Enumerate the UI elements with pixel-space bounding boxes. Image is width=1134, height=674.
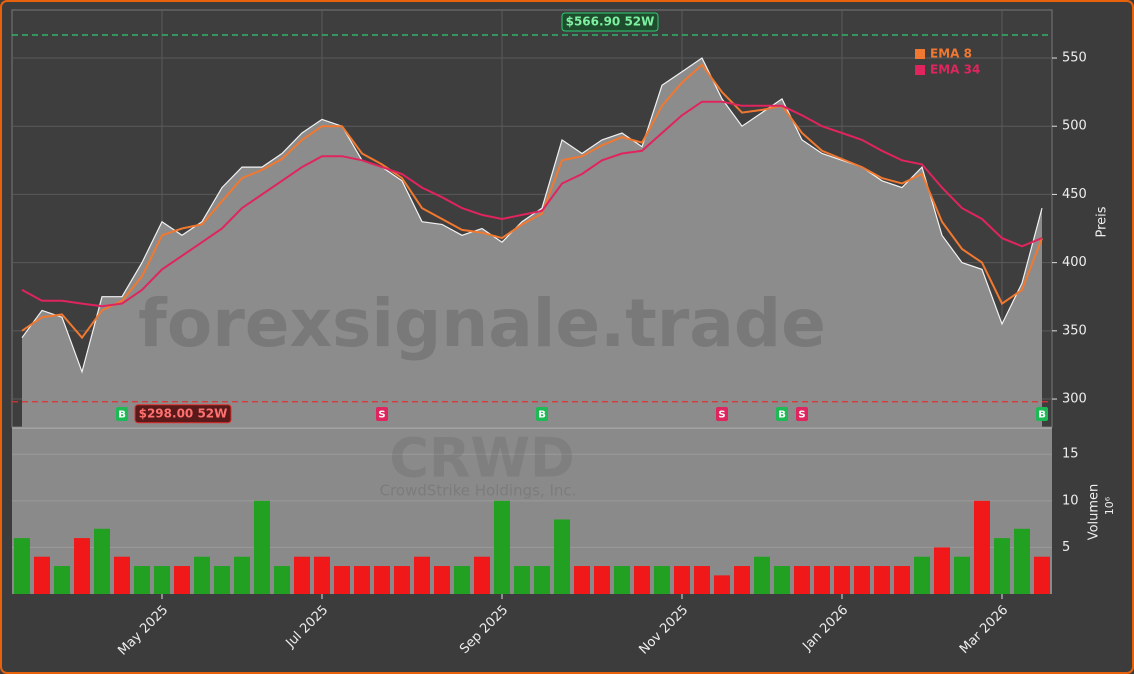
ema-line bbox=[21, 63, 1043, 340]
volume-bar bbox=[94, 528, 110, 594]
volume-bar bbox=[174, 566, 190, 594]
volume-bar bbox=[514, 566, 530, 594]
volume-bar bbox=[354, 566, 370, 594]
volume-bar bbox=[474, 556, 490, 594]
volume-bar bbox=[214, 566, 230, 594]
legend-swatch bbox=[915, 49, 925, 59]
y-tick-label: 350 bbox=[1062, 323, 1087, 338]
legend-label: EMA 34 bbox=[930, 63, 980, 77]
volume-bar bbox=[934, 547, 950, 594]
volume-bar bbox=[114, 556, 130, 594]
volume-bar bbox=[854, 566, 870, 594]
volume-bar bbox=[434, 566, 450, 594]
volume-bar bbox=[954, 556, 970, 594]
signal-label: S bbox=[718, 410, 725, 421]
y-tick-label: 450 bbox=[1062, 187, 1087, 202]
volume-bar bbox=[894, 566, 910, 594]
watermark: forexsignale.trade bbox=[138, 285, 826, 362]
volume-bar bbox=[334, 566, 350, 594]
volume-bar bbox=[54, 566, 70, 594]
volume-bar bbox=[394, 566, 410, 594]
volume-tick-label: 10 bbox=[1062, 493, 1079, 508]
price-line bbox=[21, 57, 1043, 374]
volume-tick-label: 5 bbox=[1062, 540, 1070, 555]
symbol-watermark: CRWD bbox=[389, 427, 575, 490]
volume-bar bbox=[574, 566, 590, 594]
y-axis-title: Preis bbox=[1095, 206, 1110, 237]
signal-label: B bbox=[1038, 410, 1046, 421]
volume-bar bbox=[654, 566, 670, 594]
signal-label: B bbox=[538, 410, 546, 421]
volume-bar bbox=[414, 556, 430, 594]
level-badge bbox=[561, 12, 659, 32]
volume-bar bbox=[534, 566, 550, 594]
level-label: $298.00 52W bbox=[139, 406, 228, 420]
volume-bar bbox=[154, 566, 170, 594]
volume-bar bbox=[314, 556, 330, 594]
level-label: $566.90 52W bbox=[566, 14, 655, 28]
volume-bar bbox=[134, 566, 150, 594]
volume-bar bbox=[794, 566, 810, 594]
volume-bar bbox=[974, 500, 990, 594]
signal-badge bbox=[776, 407, 788, 421]
y-tick-label: 300 bbox=[1062, 392, 1087, 407]
volume-bar bbox=[874, 566, 890, 594]
volume-bar bbox=[254, 500, 270, 594]
volume-axis-title: Volumen bbox=[1087, 484, 1102, 541]
signal-label: S bbox=[378, 410, 385, 421]
signal-label: B bbox=[778, 410, 786, 421]
volume-tick-label: 15 bbox=[1062, 447, 1079, 462]
y-tick-label: 500 bbox=[1062, 119, 1087, 134]
y-tick-label: 400 bbox=[1062, 255, 1087, 270]
volume-bar bbox=[1034, 556, 1050, 594]
legend-swatch bbox=[915, 65, 925, 75]
volume-bar bbox=[634, 566, 650, 594]
company-watermark: CrowdStrike Holdings, Inc. bbox=[380, 482, 577, 500]
signal-label: S bbox=[798, 410, 805, 421]
signal-badge bbox=[376, 407, 388, 421]
volume-bar bbox=[274, 566, 290, 594]
volume-bar bbox=[1014, 528, 1030, 594]
volume-bar bbox=[994, 538, 1010, 594]
signal-badge bbox=[716, 407, 728, 421]
level-badge bbox=[134, 404, 232, 424]
volume-bar bbox=[454, 566, 470, 594]
volume-bar bbox=[194, 556, 210, 594]
y-tick-label: 550 bbox=[1062, 51, 1087, 66]
volume-bar bbox=[494, 500, 510, 594]
volume-bar bbox=[594, 566, 610, 594]
signal-label: B bbox=[118, 410, 126, 421]
volume-bar bbox=[234, 556, 250, 594]
volume-bar bbox=[734, 566, 750, 594]
volume-bar bbox=[914, 556, 930, 594]
volume-bar bbox=[754, 556, 770, 594]
volume-multiplier: 10⁶ bbox=[1103, 496, 1116, 515]
signal-badge bbox=[796, 407, 808, 421]
volume-bar bbox=[674, 566, 690, 594]
volume-bar bbox=[554, 519, 570, 594]
volume-bar bbox=[374, 566, 390, 594]
volume-bar bbox=[34, 556, 50, 594]
signal-badge bbox=[536, 407, 548, 421]
price-area bbox=[22, 58, 1042, 427]
volume-bar bbox=[814, 566, 830, 594]
volume-bar bbox=[694, 566, 710, 594]
volume-bar bbox=[614, 566, 630, 594]
ema-line bbox=[21, 100, 1043, 308]
volume-bar bbox=[14, 538, 30, 594]
volume-bar bbox=[774, 566, 790, 594]
volume-bar bbox=[74, 538, 90, 594]
signal-badge bbox=[1036, 407, 1048, 421]
legend-label: EMA 8 bbox=[930, 47, 972, 61]
signal-badge bbox=[116, 407, 128, 421]
volume-bar bbox=[294, 556, 310, 594]
volume-bar bbox=[714, 575, 730, 594]
volume-bar bbox=[834, 566, 850, 594]
